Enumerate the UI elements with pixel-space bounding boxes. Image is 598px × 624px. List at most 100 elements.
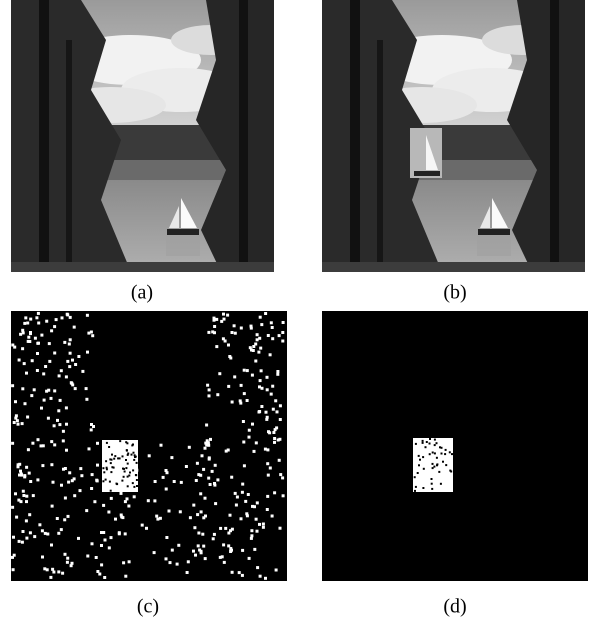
speckle [41, 529, 44, 532]
speckle [253, 505, 256, 508]
speckle [27, 340, 30, 343]
speckle [196, 513, 199, 516]
speckle [28, 513, 31, 516]
speckle [214, 502, 217, 505]
speckle [248, 557, 251, 560]
panel-label: (d) [443, 596, 466, 618]
speckle [281, 331, 284, 334]
panel-d [322, 311, 588, 581]
speckle [110, 462, 112, 464]
speckle [53, 389, 56, 392]
panel-b [322, 0, 585, 272]
speckle [240, 327, 243, 330]
speckle [104, 539, 107, 542]
speckle [119, 440, 121, 442]
speckle [250, 325, 253, 328]
speckle [133, 459, 135, 461]
speckle [14, 400, 17, 403]
speckle [96, 479, 99, 482]
speckle [37, 312, 40, 315]
speckle [122, 561, 125, 564]
speckle [38, 523, 41, 526]
speckle [226, 314, 229, 317]
speckle [23, 475, 26, 478]
speckle [123, 476, 125, 478]
speckle [133, 495, 136, 498]
speckle [422, 456, 424, 458]
speckle [192, 550, 195, 553]
speckle [135, 474, 137, 476]
speckle [259, 379, 262, 382]
speckle [135, 469, 138, 472]
speckle [258, 337, 261, 340]
panel-c [11, 311, 287, 581]
speckle [425, 446, 427, 448]
speckle [261, 387, 264, 390]
speckle [119, 457, 121, 459]
speckle [44, 532, 47, 535]
speckle [418, 455, 420, 457]
speckle [224, 527, 227, 530]
speckle [197, 544, 200, 547]
speckle [227, 344, 230, 347]
speckle [422, 442, 424, 444]
speckle [37, 342, 40, 345]
speckle [102, 531, 105, 534]
speckle [58, 374, 61, 377]
speckle [21, 387, 24, 390]
speckle [133, 452, 135, 454]
speckle [234, 332, 237, 335]
speckle [257, 351, 260, 354]
speckle [60, 484, 63, 487]
speckle [170, 456, 173, 459]
speckle [13, 346, 16, 349]
speckle [199, 492, 202, 495]
speckle [260, 405, 263, 408]
speckle [207, 331, 210, 334]
speckle [266, 462, 269, 465]
speckle [134, 456, 136, 458]
speckle [18, 359, 21, 362]
speckle [105, 449, 108, 452]
speckle [204, 442, 207, 445]
speckle [132, 444, 134, 446]
speckle [208, 394, 211, 397]
speckle [37, 438, 40, 441]
speckle [48, 360, 51, 363]
speckle [247, 493, 250, 496]
speckle [417, 472, 419, 474]
speckle [42, 372, 45, 375]
speckle [243, 392, 246, 395]
speckle [195, 479, 198, 482]
speckle [79, 467, 82, 470]
speckle [269, 353, 272, 356]
speckle [213, 325, 216, 328]
speckle [24, 316, 27, 319]
speckle [201, 533, 204, 536]
speckle [169, 561, 172, 564]
speckle [29, 531, 32, 534]
speckle [51, 505, 54, 508]
speckle [207, 444, 210, 447]
speckle [128, 482, 131, 485]
speckle [66, 557, 69, 560]
speckle [56, 517, 59, 520]
speckle [253, 450, 256, 453]
speckle [45, 320, 48, 323]
speckle [246, 369, 249, 372]
speckle [16, 419, 19, 422]
speckle [52, 481, 55, 484]
speckle [422, 487, 424, 489]
speckle [56, 419, 59, 422]
speckle [12, 568, 15, 571]
speckle [40, 334, 43, 337]
image [11, 0, 274, 272]
speckle [231, 331, 234, 334]
speckle [270, 321, 273, 324]
speckle [118, 484, 121, 487]
speckle [63, 341, 66, 344]
speckle [415, 486, 417, 488]
speckle [13, 554, 16, 557]
speckle [73, 477, 76, 480]
speckle [204, 447, 207, 450]
